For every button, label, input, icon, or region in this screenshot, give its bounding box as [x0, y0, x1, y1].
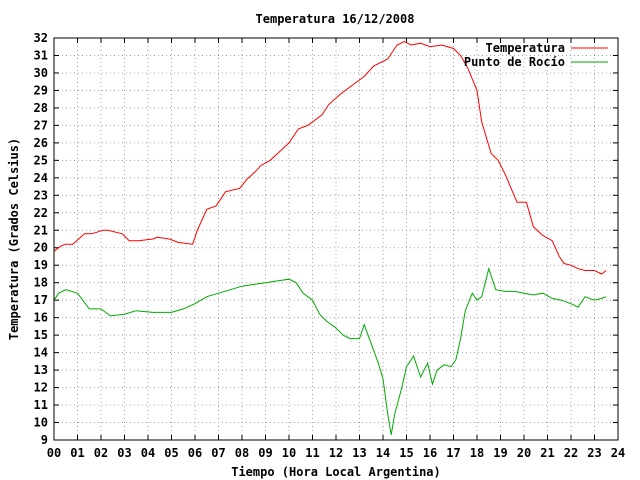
y-tick-label: 11	[34, 398, 48, 412]
y-tick-label: 10	[34, 416, 48, 430]
x-tick-label: 22	[564, 446, 578, 460]
chart-title: Temperatura 16/12/2008	[256, 12, 415, 26]
y-tick-label: 15	[34, 328, 48, 342]
legend: Temperatura Punto de Rocío	[464, 41, 608, 69]
x-tick-label: 13	[352, 446, 366, 460]
y-tick-label: 23	[34, 188, 48, 202]
x-tick-label: 05	[164, 446, 178, 460]
series-line-punto-de-rocio	[53, 266, 607, 435]
y-tick-label: 20	[34, 241, 48, 255]
y-axis-label: Temperatura (Grados Celsius)	[7, 138, 21, 340]
y-tick-label: 28	[34, 101, 48, 115]
x-tick-label: 19	[493, 446, 507, 460]
x-tick-label: 23	[587, 446, 601, 460]
plot-frame	[53, 37, 619, 441]
y-tick-label: 18	[34, 276, 48, 290]
legend-label-punto-de-rocio: Punto de Rocío	[464, 55, 565, 69]
x-tick-label: 15	[399, 446, 413, 460]
x-tick-label: 08	[235, 446, 249, 460]
series-line-temperatura	[53, 40, 607, 275]
x-tick-label: 00	[47, 446, 61, 460]
y-tick-label: 27	[34, 118, 48, 132]
y-tick-label: 30	[34, 66, 48, 80]
y-tick-label: 21	[34, 223, 48, 237]
x-tick-label: 01	[70, 446, 84, 460]
x-tick-label: 04	[141, 446, 155, 460]
y-tick-label: 22	[34, 206, 48, 220]
x-tick-label: 03	[117, 446, 131, 460]
y-tick-label: 9	[41, 433, 48, 447]
x-tick-label: 16	[423, 446, 437, 460]
x-tick-label: 10	[282, 446, 296, 460]
x-tick-label: 09	[258, 446, 272, 460]
axis-ticks: 00 01 02 03 04 05 06 07 08 09 10 11 12 13 14 15 16 17 18 19…	[34, 31, 626, 460]
series-lines	[53, 40, 607, 435]
y-tick-label: 16	[34, 311, 48, 325]
x-tick-label: 20	[517, 446, 531, 460]
y-tick-label: 26	[34, 136, 48, 150]
y-tick-label: 29	[34, 83, 48, 97]
x-tick-label: 17	[446, 446, 460, 460]
x-tick-label: 21	[540, 446, 554, 460]
y-tick-label: 32	[34, 31, 48, 45]
y-tick-label: 31	[34, 48, 48, 62]
x-tick-label: 14	[376, 446, 390, 460]
y-tick-label: 19	[34, 258, 48, 272]
x-tick-label: 18	[470, 446, 484, 460]
y-tick-label: 24	[34, 171, 48, 185]
y-tick-label: 12	[34, 381, 48, 395]
y-tick-label: 17	[34, 293, 48, 307]
x-tick-label: 06	[188, 446, 202, 460]
y-tick-label: 14	[34, 346, 48, 360]
grid-lines	[54, 38, 618, 440]
x-tick-label: 11	[305, 446, 319, 460]
y-tick-label: 25	[34, 153, 48, 167]
x-tick-label: 02	[94, 446, 108, 460]
legend-label-temperatura: Temperatura	[486, 41, 565, 55]
x-tick-label: 12	[329, 446, 343, 460]
x-axis-label: Tiempo (Hora Local Argentina)	[231, 465, 441, 479]
y-tick-label: 13	[34, 363, 48, 377]
x-tick-label: 07	[211, 446, 225, 460]
x-tick-label: 24	[611, 446, 625, 460]
